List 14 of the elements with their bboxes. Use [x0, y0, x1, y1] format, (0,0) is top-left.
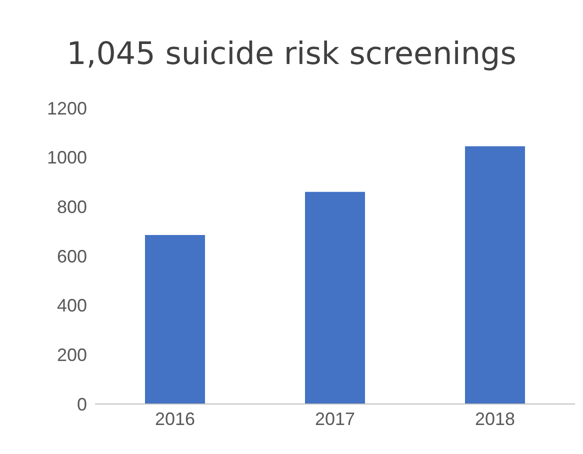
y-tick-label: 0 [76, 394, 87, 414]
y-tick-label: 400 [56, 296, 87, 316]
x-tick-label: 2018 [474, 408, 516, 429]
bar [145, 235, 205, 404]
x-tick-label: 2016 [154, 408, 196, 429]
y-tick-label: 800 [56, 197, 87, 218]
y-tick-label: 600 [56, 246, 87, 266]
y-tick-label: 1200 [46, 98, 87, 118]
chart-title: 1,045 suicide risk screenings [66, 36, 518, 72]
x-tick-label: 2017 [314, 408, 356, 429]
y-tick-label: 200 [56, 345, 87, 366]
bar [465, 146, 525, 404]
bar [305, 192, 365, 404]
y-tick-label: 1000 [46, 148, 87, 168]
